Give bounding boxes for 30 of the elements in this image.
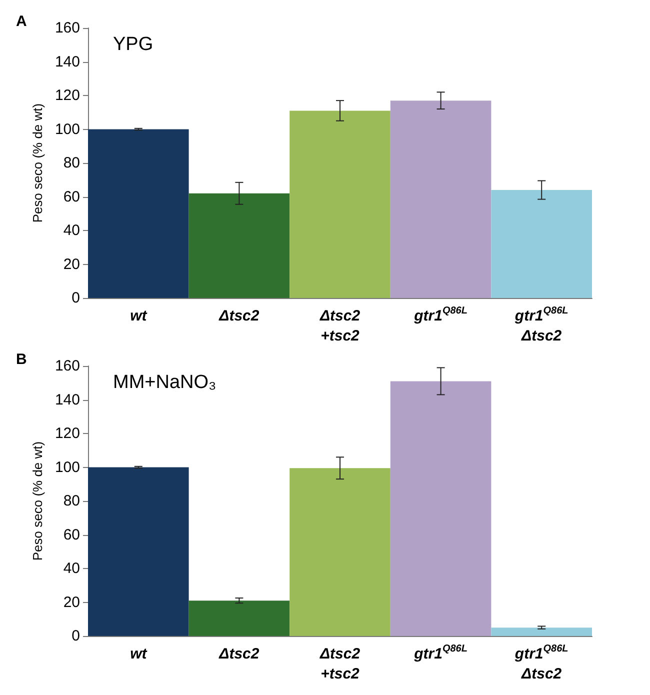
y-tick-label: 140	[54, 53, 80, 70]
x-tick-label: wt	[130, 646, 148, 662]
y-tick-label: 20	[63, 594, 80, 611]
y-tick-label: 0	[72, 290, 80, 306]
y-tick-label: 160	[54, 358, 80, 374]
y-tick-label: 120	[54, 425, 80, 442]
y-axis-title: Peso seco (% de wt)	[30, 441, 45, 561]
y-tick-label: 160	[54, 20, 80, 36]
y-tick-label: 60	[63, 526, 80, 544]
y-tick-label: 20	[63, 256, 80, 273]
y-tick-label: 100	[54, 458, 80, 476]
y-tick-label: 40	[63, 560, 80, 577]
text: B	[16, 351, 27, 368]
x-tick-label: Δtsc2	[218, 308, 260, 324]
x-tick-label: Δtsc2	[218, 646, 260, 662]
x-tick-label: Δtsc2 +tsc2	[318, 308, 361, 344]
chart-title: YPG	[113, 34, 154, 55]
chart-title: MM+NaNO₃	[113, 372, 216, 393]
text: A	[16, 13, 27, 30]
x-tick-label: wt	[130, 308, 148, 324]
y-tick-label: 0	[72, 628, 80, 644]
y-tick-label: 120	[54, 87, 80, 104]
y-tick-label: 80	[63, 492, 80, 510]
y-axis-title: Peso seco (% de wt)	[30, 103, 45, 223]
y-tick-label: 100	[54, 120, 80, 138]
x-tick-label: Δtsc2 +tsc2	[318, 646, 361, 682]
y-tick-label: 40	[63, 222, 80, 239]
y-tick-label: 80	[63, 154, 80, 172]
y-tick-label: 140	[54, 391, 80, 408]
y-tick-label: 60	[63, 188, 80, 206]
